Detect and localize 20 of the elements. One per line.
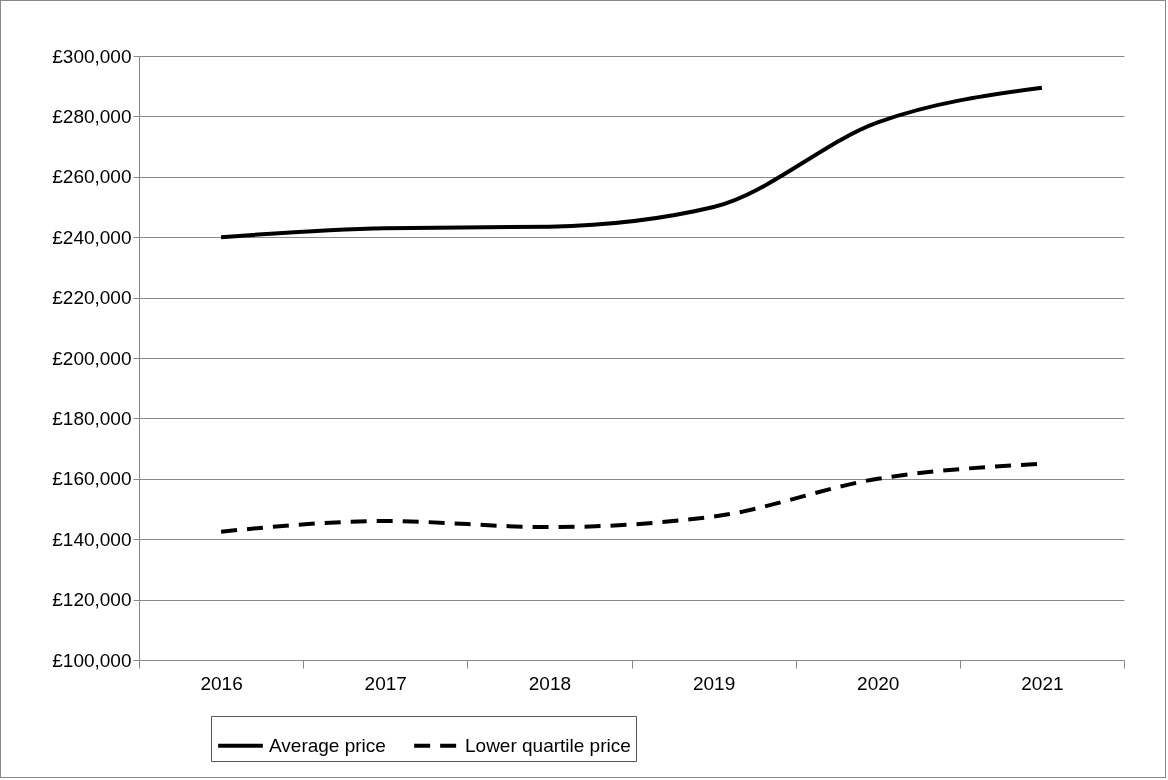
line-series [219, 85, 1044, 240]
legend-label: Lower quartile price [465, 734, 631, 756]
x-tick-label: 2019 [692, 672, 736, 694]
y-tick-label: £140,000 [52, 528, 132, 550]
legend-label: Average price [269, 734, 386, 756]
y-tick-label: £200,000 [52, 347, 132, 369]
x-tick-label: 2021 [1021, 672, 1064, 694]
y-tick-label: £280,000 [52, 105, 132, 127]
x-tick-label: 2017 [364, 672, 407, 694]
y-tick-label: £180,000 [52, 407, 132, 429]
y-tick-label: £300,000 [52, 45, 132, 67]
y-tick-label: £220,000 [52, 287, 132, 309]
y-tick-label: £100,000 [52, 649, 132, 671]
y-tick-label: £260,000 [52, 166, 132, 188]
y-tick-label: £160,000 [52, 468, 132, 490]
y-tick-label: £120,000 [52, 589, 132, 611]
y-tick-label: £240,000 [52, 226, 132, 248]
x-tick-label: 2016 [200, 672, 243, 694]
x-tick-label: 2020 [857, 672, 900, 694]
x-tick-label: 2018 [528, 672, 572, 694]
